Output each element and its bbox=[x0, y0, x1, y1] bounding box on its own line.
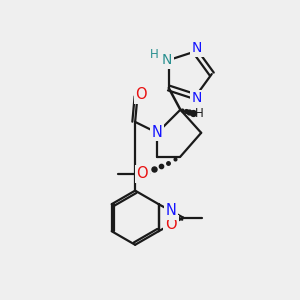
Text: H: H bbox=[195, 106, 204, 119]
Text: H: H bbox=[149, 48, 158, 61]
Text: N: N bbox=[192, 41, 202, 55]
Text: O: O bbox=[136, 87, 147, 102]
Text: N: N bbox=[192, 91, 202, 105]
Text: N: N bbox=[166, 203, 176, 218]
Text: N: N bbox=[162, 53, 172, 67]
Text: O: O bbox=[165, 217, 177, 232]
Text: N: N bbox=[152, 125, 163, 140]
Text: O: O bbox=[136, 166, 148, 181]
